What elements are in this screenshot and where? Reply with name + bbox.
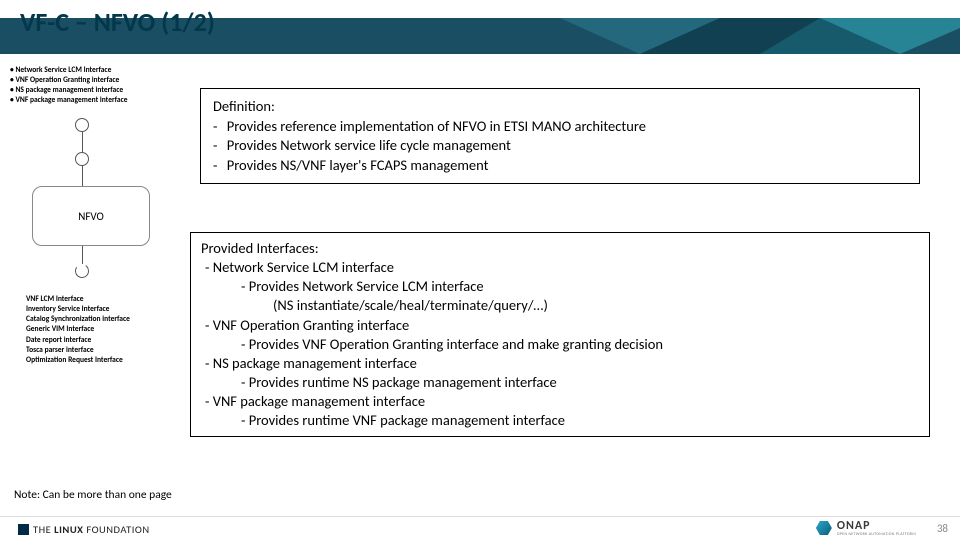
footer: THE LINUX FOUNDATION ONAP OPEN NETWORK A… bbox=[0, 516, 960, 540]
provided-interface-icon bbox=[75, 152, 89, 186]
provided-item: VNF Operation Granting interface bbox=[205, 316, 919, 335]
definition-item: Provides NS/VNF layer's FCAPS management bbox=[225, 156, 907, 176]
provided-interface-icon bbox=[75, 118, 89, 152]
lf-the: THE bbox=[33, 523, 51, 536]
list-item: Network Service LCM Interface bbox=[10, 66, 128, 76]
list-item: VNF Operation Granting interface bbox=[10, 76, 128, 86]
definition-item: Provides Network service life cycle mana… bbox=[225, 136, 907, 156]
page-number: 38 bbox=[937, 522, 948, 535]
top-interfaces-list: Network Service LCM Interface VNF Operat… bbox=[10, 66, 128, 107]
provided-header: Provided Interfaces: bbox=[201, 239, 919, 258]
title-bar: VF-C – NFVO (1/2) bbox=[0, 0, 960, 56]
provided-item: Network Service LCM interface bbox=[205, 258, 919, 277]
linux-foundation-logo: THE LINUX FOUNDATION bbox=[18, 523, 150, 536]
required-interface-icon bbox=[75, 246, 89, 278]
footnote: Note: Can be more than one page bbox=[14, 488, 172, 502]
list-item: VNF package management interface bbox=[10, 96, 128, 106]
onap-text: ONAP bbox=[837, 519, 916, 533]
onap-logo: ONAP OPEN NETWORK AUTOMATION PLATFORM bbox=[816, 519, 916, 537]
list-item: Generic VIM Interface bbox=[26, 325, 130, 335]
onap-subtext: OPEN NETWORK AUTOMATION PLATFORM bbox=[837, 533, 916, 537]
bottom-interfaces-list: VNF LCM Interface Inventory Service Inte… bbox=[26, 295, 130, 366]
provided-sub-item: Provides VNF Operation Granting interfac… bbox=[241, 335, 919, 354]
list-item: NS package management interface bbox=[10, 86, 128, 96]
provided-interfaces-box: Provided Interfaces: Network Service LCM… bbox=[190, 232, 930, 437]
list-item: Optimization Request Interface bbox=[26, 356, 130, 366]
list-item: VNF LCM Interface bbox=[26, 295, 130, 305]
linux-square-icon bbox=[18, 524, 29, 535]
lf-foundation: FOUNDATION bbox=[86, 523, 149, 536]
definition-box: Definition: Provides reference implement… bbox=[200, 88, 920, 184]
provided-sub-item: Provides runtime VNF package management … bbox=[241, 411, 919, 430]
list-item: Catalog Synchronization interface bbox=[26, 315, 130, 325]
nfvo-label: NFVO bbox=[78, 210, 104, 223]
lf-linux: LINUX bbox=[54, 523, 83, 536]
list-item: Tosca parser interface bbox=[26, 346, 130, 356]
slide-title: VF-C – NFVO (1/2) bbox=[20, 6, 215, 38]
definition-header: Definition: bbox=[213, 97, 907, 117]
list-item: Inventory Service Interface bbox=[26, 305, 130, 315]
provided-item: VNF package management interface bbox=[205, 392, 919, 411]
definition-item: Provides reference implementation of NFV… bbox=[225, 117, 907, 137]
provided-sub-item: Provides Network Service LCM interface bbox=[241, 277, 919, 296]
provided-sub-item: Provides runtime NS package management i… bbox=[241, 373, 919, 392]
onap-hex-icon bbox=[816, 521, 832, 535]
nfvo-component: NFVO bbox=[32, 186, 150, 246]
provided-sub-item: (NS instantiate/scale/heal/terminate/que… bbox=[273, 296, 919, 315]
list-item: Date report interface bbox=[26, 336, 130, 346]
provided-item: NS package management interface bbox=[205, 354, 919, 373]
